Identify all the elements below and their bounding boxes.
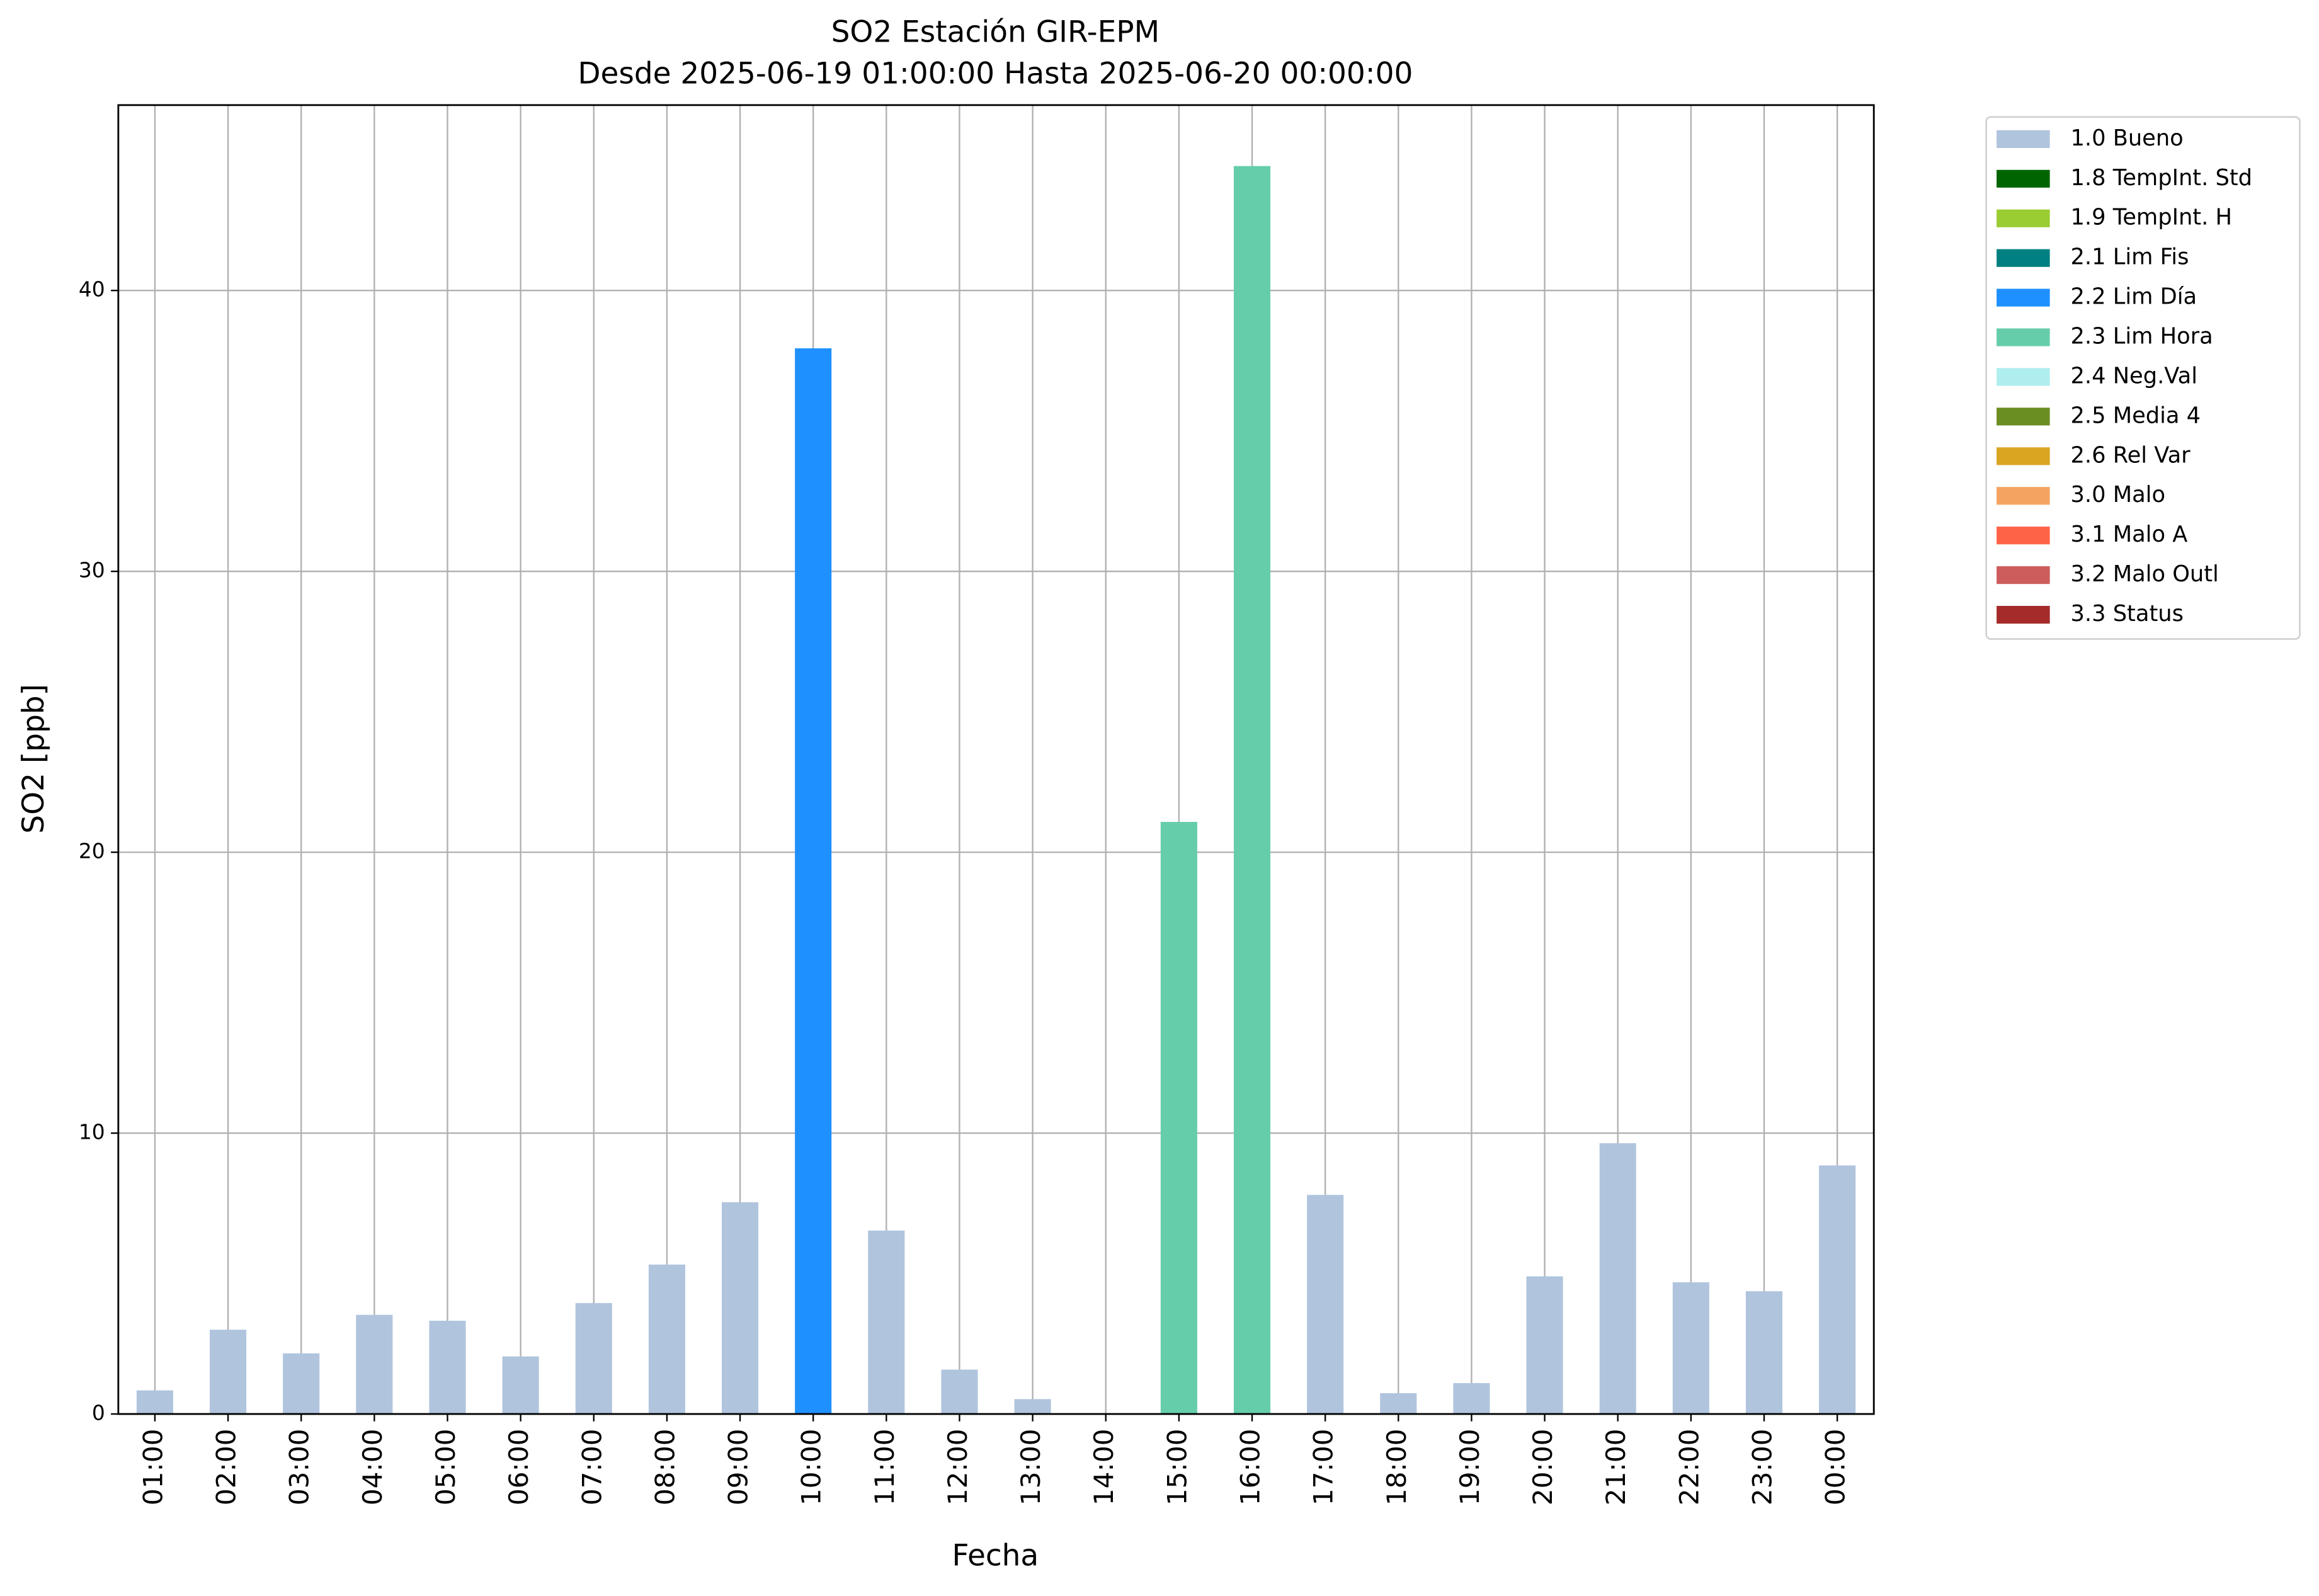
x-tick-label: 00:00 [1820,1429,1851,1506]
legend-entries: 1.0 Bueno 1.8 TempInt. Std 1.9 TempInt. H 2… [1997,125,2252,627]
legend-label: 2.4 Neg.Val [2071,363,2198,389]
legend-swatch [1997,130,2050,148]
bar [356,1314,393,1415]
bar [1160,821,1197,1415]
y-tick-label: 0 [92,1401,105,1425]
x-tick-label: 05:00 [430,1429,461,1506]
legend-swatch [1997,169,2050,188]
legend-swatch [1997,527,2050,545]
legend-label: 2.3 Lim Hora [2071,324,2213,350]
bar [1307,1195,1344,1415]
legend-label: 2.6 Rel Var [2071,442,2191,468]
legend-label: 2.2 Lim Día [2071,284,2197,310]
bar [868,1230,905,1415]
x-tick-label: 11:00 [869,1429,900,1506]
legend-swatch [1997,487,2050,505]
x-tick-label: 14:00 [1088,1429,1119,1506]
x-tick-label: 07:00 [576,1429,607,1506]
bar [1599,1143,1636,1415]
x-axis-label: Fecha [952,1538,1039,1573]
x-tick-label: 09:00 [723,1429,754,1506]
x-tick-label: 10:00 [796,1429,827,1506]
bar [136,1390,173,1415]
legend-swatch [1997,288,2050,307]
bar [795,348,832,1415]
x-tick-label: 01:00 [137,1429,168,1506]
legend-swatch [1997,566,2050,584]
x-tick-label: 12:00 [942,1429,973,1506]
x-tick-label: 21:00 [1600,1429,1631,1506]
y-tick-label: 10 [79,1120,105,1144]
bar [502,1356,539,1415]
plot-area: 0 10 20 30 40 01:00 02:00 03:00 04:00 05:00 06:00 0… [79,105,1874,1505]
legend-swatch [1997,408,2050,426]
bar [575,1302,612,1415]
legend-swatch [1997,368,2050,386]
bar [1453,1382,1490,1415]
x-tick-label: 22:00 [1673,1429,1704,1506]
bar [210,1330,247,1415]
bar [1526,1276,1563,1415]
legend-label: 2.5 Media 4 [2071,402,2201,428]
legend-swatch [1997,249,2050,267]
y-tick-label: 40 [79,277,105,302]
legend-swatch [1997,328,2050,346]
legend-label: 3.0 Malo [2071,482,2166,508]
x-tick-label: 16:00 [1235,1429,1266,1506]
legend [1985,116,2301,640]
legend-label: 3.1 Malo A [2071,522,2188,547]
x-tick-label: 15:00 [1161,1429,1192,1506]
bar [1380,1393,1417,1415]
legend-label: 2.1 Lim Fis [2071,244,2189,270]
legend-label: 1.9 TempInt. H [2071,205,2232,231]
x-tick-label: 08:00 [649,1429,680,1506]
legend-label: 3.3 Status [2071,601,2184,627]
bar [429,1320,466,1415]
x-tick-label: 13:00 [1015,1429,1046,1506]
x-tick-label: 03:00 [284,1429,315,1506]
x-tick-label: 06:00 [503,1429,534,1506]
legend-swatch [1997,209,2050,227]
bar [1745,1291,1783,1415]
x-tick-label: 20:00 [1527,1429,1558,1506]
bar [1233,166,1271,1415]
chart-subtitle: Desde 2025-06-19 01:00:00 Hasta 2025-06-… [578,56,1413,91]
bar [1014,1399,1051,1415]
legend-label: 3.2 Malo Outl [2071,561,2219,587]
bar [1819,1165,1856,1415]
bar [1672,1282,1709,1415]
bar [648,1264,685,1415]
bar [283,1353,320,1415]
x-tick-label: 23:00 [1746,1429,1777,1506]
x-tick-label: 04:00 [357,1429,388,1506]
legend-label: 1.0 Bueno [2071,125,2184,151]
x-tick-label: 02:00 [211,1429,242,1506]
y-axis-label: SO2 [ppb] [16,684,51,834]
x-tick-label: 17:00 [1308,1429,1339,1506]
bar [722,1202,759,1415]
plot-frame [117,104,1875,1415]
x-tick-label: 19:00 [1454,1429,1485,1506]
y-tick-label: 20 [79,839,105,864]
legend-swatch [1997,605,2050,624]
y-tick-label: 30 [79,558,105,583]
legend-swatch [1997,447,2050,465]
x-tick-label: 18:00 [1381,1429,1412,1506]
chart-title: SO2 Estación GIR-EPM [831,15,1160,50]
bar [941,1369,978,1415]
legend-label: 1.8 TempInt. Std [2071,165,2252,191]
